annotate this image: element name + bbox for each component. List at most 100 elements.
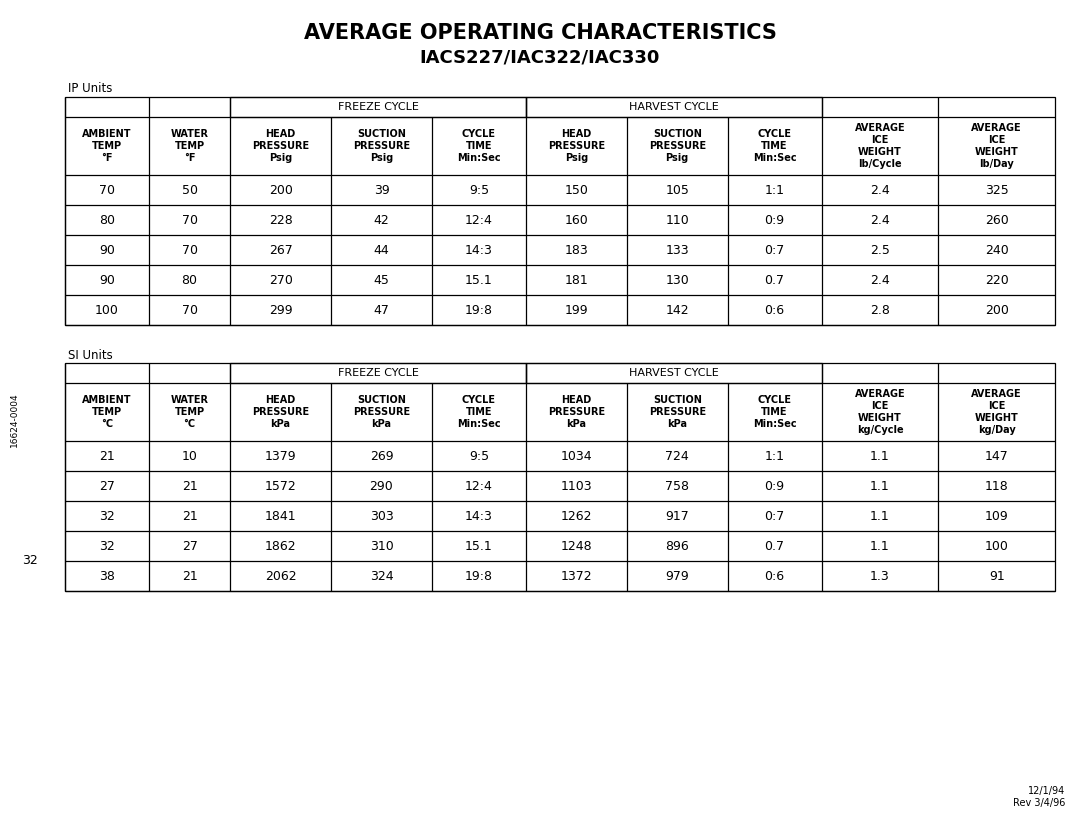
- Text: 2.4: 2.4: [870, 274, 890, 287]
- Text: 199: 199: [565, 304, 589, 316]
- Text: 142: 142: [665, 304, 689, 316]
- Text: HEAD
PRESSURE
kPa: HEAD PRESSURE kPa: [548, 395, 605, 429]
- Text: 220: 220: [985, 274, 1009, 287]
- Text: 324: 324: [369, 570, 393, 582]
- Text: 183: 183: [565, 244, 589, 257]
- Text: SUCTION
PRESSURE
Psig: SUCTION PRESSURE Psig: [649, 129, 705, 163]
- Text: 758: 758: [665, 480, 689, 493]
- Text: 0:9: 0:9: [765, 214, 785, 227]
- Text: 32: 32: [22, 554, 38, 566]
- Text: 90: 90: [99, 244, 114, 257]
- Text: 100: 100: [95, 304, 119, 316]
- Text: 47: 47: [374, 304, 390, 316]
- Text: 80: 80: [181, 274, 198, 287]
- Text: 21: 21: [181, 570, 198, 582]
- Text: 267: 267: [269, 244, 293, 257]
- Text: 38: 38: [99, 570, 114, 582]
- Text: 2.4: 2.4: [870, 214, 890, 227]
- Text: 1.3: 1.3: [870, 570, 890, 582]
- Text: 1.1: 1.1: [870, 510, 890, 522]
- Text: HARVEST CYCLE: HARVEST CYCLE: [629, 102, 718, 112]
- Text: 45: 45: [374, 274, 390, 287]
- Text: 0.7: 0.7: [765, 540, 784, 552]
- Text: 21: 21: [181, 510, 198, 522]
- Text: 42: 42: [374, 214, 390, 227]
- Text: 290: 290: [369, 480, 393, 493]
- Text: 200: 200: [269, 183, 293, 197]
- Text: 2062: 2062: [265, 570, 296, 582]
- Text: 299: 299: [269, 304, 293, 316]
- Text: 32: 32: [99, 540, 114, 552]
- Text: CYCLE
TIME
Min:Sec: CYCLE TIME Min:Sec: [753, 395, 796, 429]
- Bar: [526, 363, 822, 383]
- Text: FREEZE CYCLE: FREEZE CYCLE: [338, 102, 418, 112]
- Text: 133: 133: [665, 244, 689, 257]
- Text: 110: 110: [665, 214, 689, 227]
- Text: 12/1/94
Rev 3/4/96: 12/1/94 Rev 3/4/96: [1013, 786, 1065, 808]
- Text: 1862: 1862: [265, 540, 296, 552]
- Text: 16624-0004: 16624-0004: [10, 393, 18, 447]
- Text: 181: 181: [565, 274, 589, 287]
- Bar: [65, 363, 1055, 591]
- Text: 325: 325: [985, 183, 1009, 197]
- Text: 80: 80: [99, 214, 116, 227]
- Text: 1841: 1841: [265, 510, 296, 522]
- Text: 50: 50: [181, 183, 198, 197]
- Text: 200: 200: [985, 304, 1009, 316]
- Text: 91: 91: [989, 570, 1004, 582]
- Text: HARVEST CYCLE: HARVEST CYCLE: [629, 368, 718, 378]
- Text: 10: 10: [181, 450, 198, 463]
- Text: 27: 27: [181, 540, 198, 552]
- Text: 1379: 1379: [265, 450, 296, 463]
- Text: FREEZE CYCLE: FREEZE CYCLE: [338, 368, 418, 378]
- Text: 1372: 1372: [561, 570, 592, 582]
- Text: 109: 109: [985, 510, 1009, 522]
- Text: HEAD
PRESSURE
Psig: HEAD PRESSURE Psig: [252, 129, 309, 163]
- Text: AVERAGE
ICE
WEIGHT
kg/Day: AVERAGE ICE WEIGHT kg/Day: [971, 389, 1022, 435]
- Text: 1.1: 1.1: [870, 480, 890, 493]
- Text: 240: 240: [985, 244, 1009, 257]
- Text: 1.1: 1.1: [870, 450, 890, 463]
- Text: 979: 979: [665, 570, 689, 582]
- Text: 1.1: 1.1: [870, 540, 890, 552]
- Text: SI Units: SI Units: [68, 349, 112, 362]
- Text: 21: 21: [99, 450, 114, 463]
- Text: 14:3: 14:3: [465, 510, 492, 522]
- Text: 1:1: 1:1: [765, 183, 784, 197]
- Text: 19:8: 19:8: [464, 304, 492, 316]
- Text: 70: 70: [181, 214, 198, 227]
- Bar: [230, 363, 526, 383]
- Text: 270: 270: [269, 274, 293, 287]
- Text: 1572: 1572: [265, 480, 297, 493]
- Text: 44: 44: [374, 244, 390, 257]
- Text: 32: 32: [99, 510, 114, 522]
- Text: AVERAGE
ICE
WEIGHT
lb/Day: AVERAGE ICE WEIGHT lb/Day: [971, 123, 1022, 169]
- Text: 917: 917: [665, 510, 689, 522]
- Text: CYCLE
TIME
Min:Sec: CYCLE TIME Min:Sec: [457, 395, 501, 429]
- Text: 100: 100: [985, 540, 1009, 552]
- Text: 0:7: 0:7: [765, 510, 785, 522]
- Text: 1:1: 1:1: [765, 450, 784, 463]
- Text: 70: 70: [99, 183, 116, 197]
- Text: 160: 160: [565, 214, 589, 227]
- Text: 130: 130: [665, 274, 689, 287]
- Text: 0.7: 0.7: [765, 274, 784, 287]
- Text: 147: 147: [985, 450, 1009, 463]
- Text: 9:5: 9:5: [469, 450, 489, 463]
- Text: 0:7: 0:7: [765, 244, 785, 257]
- Text: 27: 27: [99, 480, 114, 493]
- Text: 310: 310: [369, 540, 393, 552]
- Text: 1103: 1103: [561, 480, 592, 493]
- Text: SUCTION
PRESSURE
Psig: SUCTION PRESSURE Psig: [353, 129, 410, 163]
- Text: HEAD
PRESSURE
Psig: HEAD PRESSURE Psig: [548, 129, 605, 163]
- Text: 1248: 1248: [561, 540, 592, 552]
- Text: 260: 260: [985, 214, 1009, 227]
- Text: 0:6: 0:6: [765, 570, 785, 582]
- Text: AMBIENT
TEMP
°C: AMBIENT TEMP °C: [82, 395, 132, 429]
- Text: WATER
TEMP
°F: WATER TEMP °F: [171, 129, 208, 163]
- Text: 1262: 1262: [561, 510, 592, 522]
- Text: IP Units: IP Units: [68, 82, 112, 95]
- Text: SUCTION
PRESSURE
kPa: SUCTION PRESSURE kPa: [353, 395, 410, 429]
- Text: 19:8: 19:8: [464, 570, 492, 582]
- Text: 1034: 1034: [561, 450, 592, 463]
